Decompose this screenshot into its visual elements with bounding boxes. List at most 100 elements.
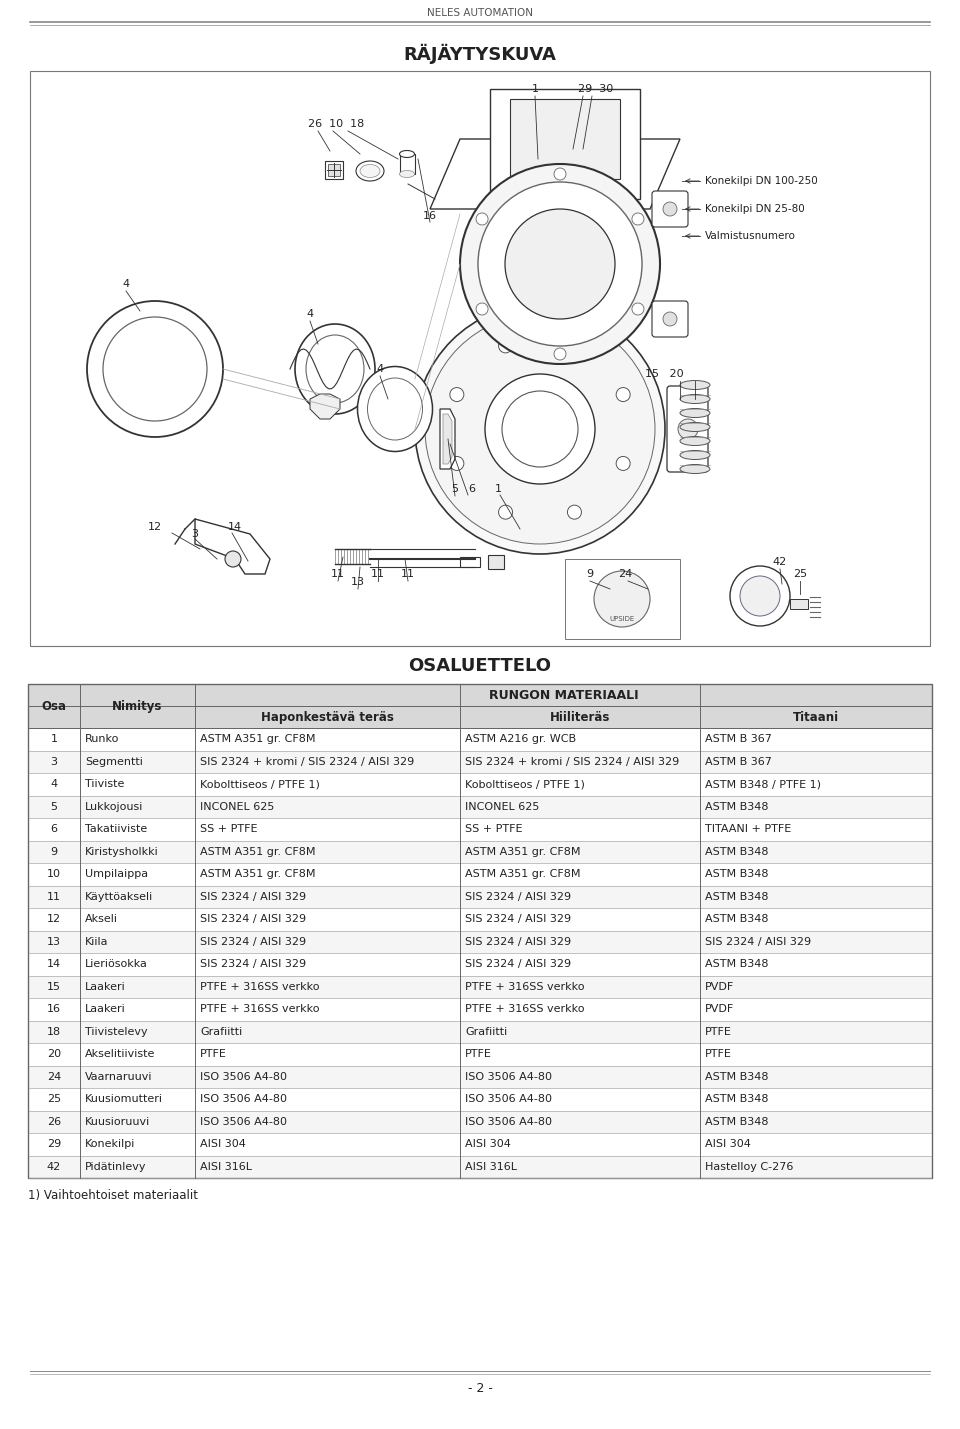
Text: Haponkestävä teräs: Haponkestävä teräs: [261, 710, 394, 723]
Text: 25: 25: [47, 1095, 61, 1105]
Text: SIS 2324 / AISI 329: SIS 2324 / AISI 329: [465, 937, 571, 947]
Bar: [325, 161, 343, 179]
Text: INCONEL 625: INCONEL 625: [465, 802, 540, 812]
Text: 4: 4: [51, 779, 58, 789]
Text: 1: 1: [51, 735, 58, 745]
Text: ISO 3506 A4-80: ISO 3506 A4-80: [465, 1095, 552, 1105]
Text: 14: 14: [228, 522, 242, 532]
Text: SIS 2324 / AISI 329: SIS 2324 / AISI 329: [200, 937, 306, 947]
Bar: [28, 840, 932, 863]
FancyBboxPatch shape: [652, 191, 688, 227]
Circle shape: [632, 213, 644, 224]
Bar: [80, 684, 195, 727]
Circle shape: [554, 349, 566, 360]
Circle shape: [485, 374, 595, 484]
Text: Nimitys: Nimitys: [112, 700, 162, 713]
Circle shape: [87, 302, 223, 437]
Bar: [28, 1133, 932, 1156]
Circle shape: [415, 304, 665, 554]
Text: ASTM B348: ASTM B348: [705, 892, 769, 902]
Circle shape: [505, 209, 615, 319]
Circle shape: [611, 582, 625, 596]
Text: 5: 5: [51, 802, 58, 812]
Polygon shape: [443, 414, 452, 464]
Text: 13: 13: [351, 577, 365, 587]
Ellipse shape: [680, 380, 710, 390]
Ellipse shape: [680, 450, 710, 460]
Text: 1: 1: [494, 484, 501, 494]
Text: PTFE: PTFE: [705, 1027, 732, 1037]
Ellipse shape: [680, 409, 710, 417]
Circle shape: [498, 339, 513, 353]
Bar: [28, 727, 932, 750]
Text: Titaani: Titaani: [793, 710, 839, 723]
Text: ASTM A351 gr. CF8M: ASTM A351 gr. CF8M: [200, 735, 316, 745]
Text: ASTM B348 / PTFE 1): ASTM B348 / PTFE 1): [705, 779, 821, 789]
Text: RUNGON MATERIAALI: RUNGON MATERIAALI: [489, 689, 638, 702]
Text: Grafiitti: Grafiitti: [465, 1027, 507, 1037]
Text: Käyttöakseli: Käyttöakseli: [85, 892, 154, 902]
Circle shape: [594, 572, 650, 627]
Bar: [28, 1156, 932, 1177]
Text: 4: 4: [376, 364, 384, 374]
Circle shape: [632, 303, 644, 314]
Text: SIS 2324 / AISI 329: SIS 2324 / AISI 329: [200, 959, 306, 969]
Bar: [195, 706, 460, 727]
Circle shape: [478, 181, 642, 346]
Bar: [28, 907, 932, 930]
Text: AISI 304: AISI 304: [465, 1139, 511, 1149]
Text: AISI 316L: AISI 316L: [465, 1162, 517, 1172]
Text: AISI 316L: AISI 316L: [200, 1162, 252, 1172]
Ellipse shape: [368, 379, 422, 440]
Text: ASTM B348: ASTM B348: [705, 869, 769, 879]
Text: 24: 24: [618, 569, 633, 579]
Text: 4: 4: [123, 279, 130, 289]
Circle shape: [450, 456, 464, 470]
Bar: [565, 559, 680, 639]
Circle shape: [450, 387, 464, 402]
Circle shape: [730, 566, 790, 626]
Bar: [28, 1020, 932, 1043]
Text: Kiristysholkki: Kiristysholkki: [85, 847, 158, 857]
Circle shape: [606, 577, 630, 602]
Circle shape: [476, 303, 488, 314]
Bar: [28, 1087, 932, 1110]
Circle shape: [616, 456, 630, 470]
Text: ASTM A216 gr. WCB: ASTM A216 gr. WCB: [465, 735, 576, 745]
Circle shape: [225, 552, 241, 567]
Text: Valmistusnumero: Valmistusnumero: [705, 231, 796, 242]
Text: SS + PTFE: SS + PTFE: [465, 825, 522, 835]
Circle shape: [663, 312, 677, 326]
Text: PVDF: PVDF: [705, 982, 734, 992]
Text: 11: 11: [371, 569, 385, 579]
Circle shape: [740, 576, 780, 616]
Text: 26: 26: [47, 1116, 61, 1126]
Text: Takatiiviste: Takatiiviste: [85, 825, 147, 835]
Text: ASTM A351 gr. CF8M: ASTM A351 gr. CF8M: [200, 869, 316, 879]
Bar: [28, 953, 932, 976]
Text: PTFE + 316SS verkko: PTFE + 316SS verkko: [465, 982, 585, 992]
Text: Kuusioruuvi: Kuusioruuvi: [85, 1116, 151, 1126]
Text: 5: 5: [451, 484, 459, 494]
Text: ASTM A351 gr. CF8M: ASTM A351 gr. CF8M: [465, 847, 581, 857]
Text: 12: 12: [47, 915, 61, 925]
Ellipse shape: [306, 334, 364, 403]
Ellipse shape: [399, 150, 415, 157]
Ellipse shape: [680, 436, 710, 446]
Text: PTFE + 316SS verkko: PTFE + 316SS verkko: [465, 1005, 585, 1015]
Text: 15: 15: [47, 982, 61, 992]
Text: OSALUETTELO: OSALUETTELO: [409, 657, 551, 674]
Text: ISO 3506 A4-80: ISO 3506 A4-80: [200, 1095, 287, 1105]
Text: Kobolttiseos / PTFE 1): Kobolttiseos / PTFE 1): [200, 779, 320, 789]
Text: 1: 1: [532, 84, 539, 94]
Text: SIS 2324 / AISI 329: SIS 2324 / AISI 329: [200, 915, 306, 925]
Bar: [328, 164, 340, 176]
Bar: [28, 684, 932, 1177]
Text: 11: 11: [331, 569, 345, 579]
Text: 3: 3: [191, 529, 199, 539]
Ellipse shape: [356, 161, 384, 181]
Text: SIS 2324 / AISI 329: SIS 2324 / AISI 329: [465, 959, 571, 969]
Text: SIS 2324 / AISI 329: SIS 2324 / AISI 329: [705, 937, 811, 947]
Text: Laakeri: Laakeri: [85, 1005, 126, 1015]
Bar: [28, 750, 932, 773]
